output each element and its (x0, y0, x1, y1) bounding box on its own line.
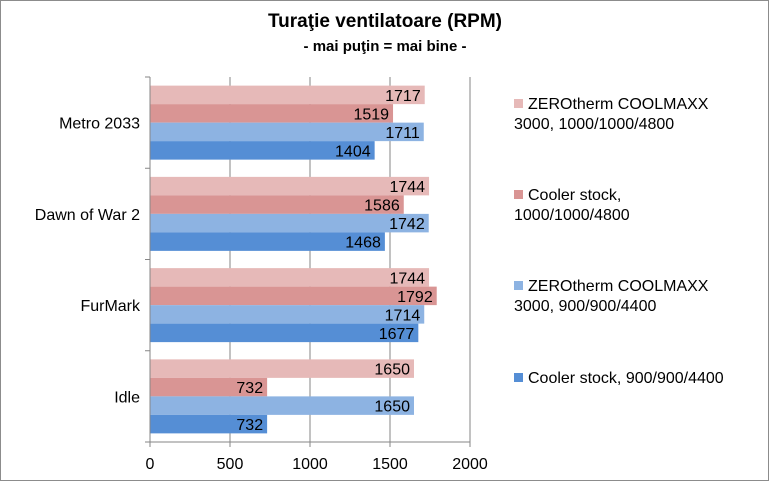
bar-3-1 (150, 377, 268, 397)
data-label-3-2: 1650 (374, 399, 410, 416)
data-label-2-1: 1792 (397, 289, 433, 306)
legend-swatch-1 (514, 190, 523, 199)
legend-label-3-0: Cooler stock, 900/900/4400 (528, 370, 724, 387)
chart-subtitle: - mai puţin = mai bine - (304, 38, 467, 55)
category-label-3: Idle (114, 389, 140, 406)
bar-0-1 (150, 104, 394, 123)
data-label-3-1: 732 (236, 380, 263, 397)
bar-3-0 (150, 359, 414, 378)
legend-swatch-2 (514, 281, 523, 290)
bar-2-2 (150, 305, 425, 324)
legend-label-2-1: 3000, 900/900/4400 (514, 298, 656, 315)
bar-1-0 (150, 176, 430, 196)
legend-label-1-1: 1000/1000/4800 (514, 207, 630, 224)
data-label-0-3: 1404 (335, 143, 371, 160)
x-tick-label-1500: 1500 (372, 456, 408, 473)
bar-1-2 (150, 213, 429, 233)
bar-0-3 (150, 141, 375, 160)
category-label-0: Metro 2033 (59, 116, 140, 133)
legend-label-0-0: ZEROtherm COOLMAXX (528, 96, 709, 113)
bar-0-0 (150, 85, 425, 105)
data-label-2-2: 1714 (385, 307, 421, 324)
legend-label-1-0: Cooler stock, (528, 187, 621, 204)
data-label-0-2: 1711 (385, 125, 420, 142)
bar-3-2 (150, 396, 414, 415)
x-tick-label-0: 0 (146, 456, 155, 473)
data-label-1-2: 1742 (389, 216, 425, 233)
legend-swatch-3 (514, 373, 523, 382)
x-tick-label-1000: 1000 (292, 456, 328, 473)
axes: 0 500 1000 1500 2000 Metro 2033 Dawn of War 2 F… (35, 76, 488, 473)
data-label-3-0: 1650 (374, 362, 410, 379)
bar-0-2 (150, 122, 424, 142)
legend-label-0-1: 3000, 1000/1000/4800 (514, 116, 674, 133)
data-label-1-0: 1744 (389, 179, 425, 196)
data-label-2-0: 1744 (389, 270, 425, 287)
data-label-1-1: 1586 (364, 198, 400, 215)
bar-3-3 (150, 414, 268, 434)
x-tick-label-500: 500 (217, 456, 244, 473)
legend: ZEROtherm COOLMAXX 3000, 1000/1000/4800 Co… (514, 96, 724, 387)
category-label-2: FurMark (80, 298, 141, 315)
data-label-0-1: 1519 (353, 106, 389, 123)
data-label-2-3: 1677 (379, 326, 415, 343)
category-label-1: Dawn of War 2 (35, 207, 140, 224)
bar-2-1 (150, 286, 437, 306)
data-label-1-3: 1468 (345, 235, 381, 252)
data-label-3-3: 732 (236, 417, 263, 434)
x-tick-label-2000: 2000 (452, 456, 488, 473)
legend-label-2-0: ZEROtherm COOLMAXX (528, 278, 709, 295)
chart-title: Turaţie ventilatoare (RPM) (268, 11, 502, 32)
bar-2-3 (150, 323, 419, 343)
bar-1-3 (150, 232, 385, 251)
data-label-0-0: 1717 (385, 88, 421, 105)
legend-swatch-0 (514, 99, 523, 108)
bar-1-1 (150, 195, 404, 214)
bar-2-0 (150, 268, 430, 287)
